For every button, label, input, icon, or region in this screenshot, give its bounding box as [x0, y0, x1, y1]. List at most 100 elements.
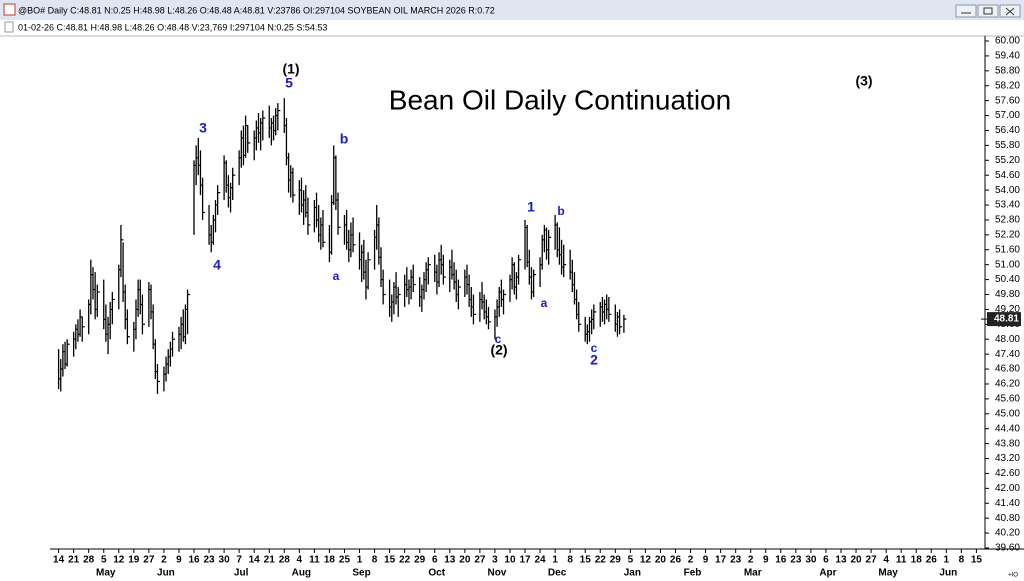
x-tick-label: 15: [580, 555, 592, 566]
y-tick-label: 40.80: [995, 513, 1020, 524]
x-tick-label: 20: [459, 555, 471, 566]
x-tick-label: 5: [101, 555, 107, 566]
y-tick-label: 45.60: [995, 394, 1020, 405]
restore-button[interactable]: [977, 4, 999, 18]
y-tick-label: 54.60: [995, 170, 1020, 181]
x-tick-label: 1: [552, 555, 558, 566]
x-tick-label: 14: [53, 555, 65, 566]
month-label: Dec: [548, 568, 567, 579]
wave-label: b: [340, 131, 349, 147]
month-label: Apr: [819, 568, 836, 579]
y-tick-label: 44.40: [995, 423, 1020, 434]
y-tick-label: 39.60: [995, 543, 1020, 554]
x-tick-label: 8: [959, 555, 965, 566]
x-tick-label: 22: [399, 555, 411, 566]
month-label: Nov: [487, 568, 506, 579]
y-tick-label: 54.00: [995, 185, 1020, 196]
x-tick-label: 1: [357, 555, 363, 566]
y-tick-label: 48.00: [995, 334, 1020, 345]
month-label: Aug: [292, 568, 311, 579]
y-tick-label: 47.40: [995, 349, 1020, 360]
x-tick-label: 23: [203, 555, 215, 566]
x-tick-label: 5: [628, 555, 634, 566]
x-tick-label: 23: [730, 555, 742, 566]
x-tick-label: 6: [432, 555, 438, 566]
y-tick-label: 41.40: [995, 498, 1020, 509]
wave-label: (2): [490, 342, 507, 358]
month-label: Oct: [428, 568, 445, 579]
month-label: Jan: [624, 568, 641, 579]
chart-heading: Bean Oil Daily Continuation: [389, 84, 731, 115]
restore-glyph: [983, 7, 993, 15]
x-tick-label: 27: [474, 555, 486, 566]
x-tick-label: 16: [188, 555, 200, 566]
wave-label: a: [333, 269, 340, 283]
x-tick-label: 15: [971, 555, 983, 566]
x-tick-label: 17: [519, 555, 531, 566]
heading-background: [368, 86, 753, 118]
app-icon: [3, 3, 16, 16]
x-tick-label: 17: [715, 555, 727, 566]
wave-label: 1: [527, 199, 535, 215]
x-tick-label: 2: [748, 555, 754, 566]
x-tick-label: 16: [775, 555, 787, 566]
wave-label: 3: [199, 120, 207, 136]
x-tick-label: 2: [161, 555, 167, 566]
x-tick-label: 20: [850, 555, 862, 566]
x-tick-label: 4: [883, 555, 889, 566]
x-tick-label: 9: [763, 555, 769, 566]
x-tick-label: 26: [670, 555, 682, 566]
x-tick-label: 18: [324, 555, 336, 566]
x-tick-label: 7: [236, 555, 242, 566]
title-bar: [0, 0, 1024, 20]
y-tick-label: 45.00: [995, 408, 1020, 419]
x-tick-label: 27: [866, 555, 878, 566]
wave-label: 2: [590, 352, 598, 368]
x-tick-label: 6: [823, 555, 829, 566]
x-tick-label: 25: [339, 555, 351, 566]
wave-label: a: [541, 296, 548, 310]
month-label: Jun: [157, 568, 175, 579]
wave-label: 5: [285, 75, 293, 91]
month-label: Sep: [352, 568, 370, 579]
wave-label: (1): [282, 61, 299, 77]
y-tick-label: 46.20: [995, 379, 1020, 390]
status-line: 01-02-26 C:48.81 H:48.98 L:48.26 O:48.48…: [18, 22, 327, 32]
x-tick-label: 12: [640, 555, 652, 566]
x-tick-label: 26: [926, 555, 938, 566]
x-tick-label: 13: [444, 555, 456, 566]
y-tick-label: 56.40: [995, 125, 1020, 136]
x-tick-label: 29: [414, 555, 426, 566]
x-tick-label: 28: [83, 555, 95, 566]
y-tick-label: 50.40: [995, 274, 1020, 285]
y-tick-label: 40.20: [995, 528, 1020, 539]
y-tick-label: 58.80: [995, 65, 1020, 76]
x-tick-label: 20: [655, 555, 667, 566]
x-tick-label: 1: [944, 555, 950, 566]
wave-label: b: [557, 204, 564, 218]
corner-label: +IO: [1008, 573, 1018, 579]
x-tick-label: 9: [703, 555, 709, 566]
y-tick-label: 52.20: [995, 229, 1020, 240]
y-tick-label: 55.20: [995, 155, 1020, 166]
last-price-label: 48.81: [994, 314, 1019, 325]
x-tick-label: 11: [309, 555, 320, 566]
last-price-box: [987, 312, 1021, 327]
wave-label: (3): [855, 73, 872, 89]
y-tick-label: 49.80: [995, 289, 1020, 300]
month-label: May: [878, 568, 898, 579]
month-label: Jul: [234, 568, 249, 579]
y-tick-label: 49.20: [995, 304, 1020, 315]
x-tick-label: 21: [68, 555, 80, 566]
y-tick-label: 57.00: [995, 110, 1020, 121]
y-tick-label: 53.40: [995, 200, 1020, 211]
wave-label: 4: [213, 257, 221, 273]
month-label: May: [96, 568, 116, 579]
month-label: Feb: [684, 568, 702, 579]
x-tick-label: 10: [504, 555, 516, 566]
minimize-button[interactable]: [955, 4, 977, 18]
month-label: Jun: [939, 568, 957, 579]
x-tick-label: 4: [297, 555, 303, 566]
x-tick-label: 8: [567, 555, 573, 566]
